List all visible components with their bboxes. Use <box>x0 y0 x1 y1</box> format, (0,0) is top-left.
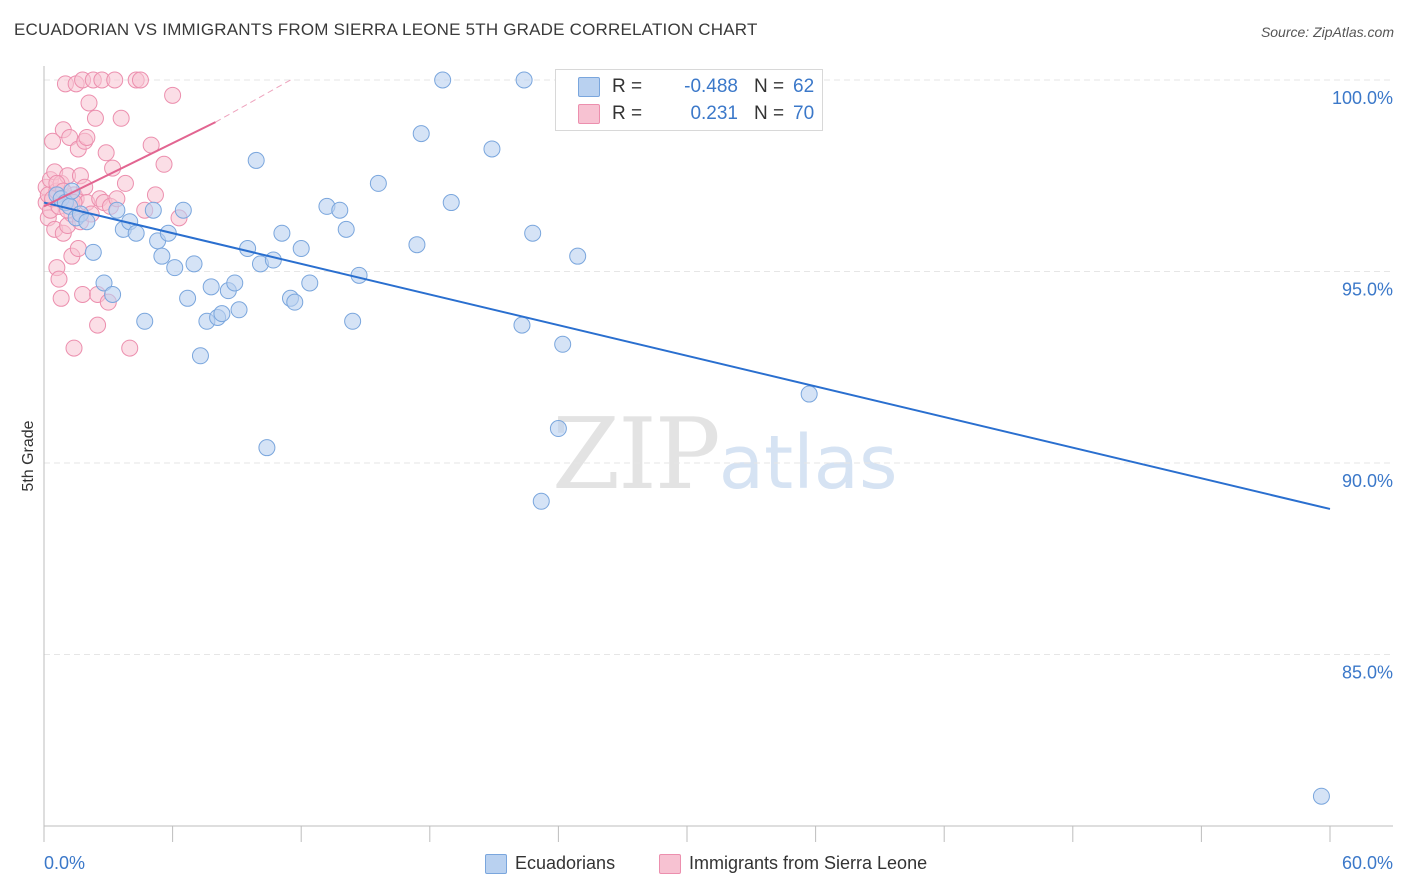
data-point-sierra-leone <box>116 174 134 192</box>
data-point-ecuadorians <box>136 312 154 330</box>
y-tick-label: 85.0% <box>1342 663 1393 683</box>
data-point-sierra-leone <box>97 144 115 162</box>
data-point-sierra-leone <box>86 109 104 127</box>
series-sierra-leone <box>37 71 188 357</box>
correlation-legend: R = -0.488 N = 62 R = 0.231 N = 70 <box>555 69 823 131</box>
chart-title: ECUADORIAN VS IMMIGRANTS FROM SIERRA LEO… <box>14 20 758 39</box>
legend-n-label: N = <box>754 103 785 124</box>
data-point-ecuadorians <box>104 285 122 303</box>
y-tick-label: 95.0% <box>1342 280 1393 300</box>
data-point-sierra-leone <box>146 186 164 204</box>
data-point-sierra-leone <box>80 94 98 112</box>
data-point-sierra-leone <box>131 71 149 89</box>
data-point-ecuadorians <box>84 243 102 261</box>
trend-line-sierra-leone <box>43 121 216 208</box>
data-point-ecuadorians <box>108 201 126 219</box>
data-point-ecuadorians <box>412 125 430 143</box>
data-point-ecuadorians <box>800 385 818 403</box>
data-point-ecuadorians <box>286 293 304 311</box>
data-point-ecuadorians <box>408 236 426 254</box>
data-point-ecuadorians <box>532 492 550 510</box>
data-point-ecuadorians <box>513 316 531 334</box>
y-tick-label: 90.0% <box>1342 471 1393 491</box>
data-point-sierra-leone <box>50 270 68 288</box>
data-point-ecuadorians <box>191 347 209 365</box>
data-point-sierra-leone <box>89 316 107 334</box>
data-point-sierra-leone <box>155 155 173 173</box>
trend-lines <box>43 79 1331 510</box>
data-point-ecuadorians <box>273 224 291 242</box>
data-point-ecuadorians <box>213 305 231 323</box>
data-point-ecuadorians <box>247 151 265 169</box>
data-point-ecuadorians <box>301 274 319 292</box>
data-point-ecuadorians <box>369 174 387 192</box>
data-point-ecuadorians <box>174 201 192 219</box>
data-point-sierra-leone <box>78 128 96 146</box>
data-point-ecuadorians <box>442 194 460 212</box>
data-point-ecuadorians <box>202 278 220 296</box>
data-point-ecuadorians <box>127 224 145 242</box>
data-point-ecuadorians <box>153 247 171 265</box>
axes <box>43 66 1393 842</box>
bottom-legend-swatch-blue <box>485 854 507 874</box>
data-point-ecuadorians <box>239 240 257 258</box>
legend-n-value: 70 <box>793 103 815 124</box>
data-point-ecuadorians <box>524 224 542 242</box>
series-ecuadorians <box>48 71 1330 805</box>
legend-swatch-pink <box>578 104 600 124</box>
bottom-legend-label: Ecuadorians <box>515 853 616 873</box>
legend-r-value: -0.488 <box>684 76 738 97</box>
data-point-sierra-leone <box>121 339 139 357</box>
data-point-sierra-leone <box>106 71 124 89</box>
data-point-ecuadorians <box>166 259 184 277</box>
data-point-sierra-leone <box>44 132 62 150</box>
tick-labels: 100.0% 95.0% 90.0% 85.0% 0.0% 60.0% <box>44 88 1393 873</box>
data-point-ecuadorians <box>179 289 197 307</box>
bottom-legend-swatch-pink <box>659 854 681 874</box>
data-point-sierra-leone <box>112 109 130 127</box>
data-point-ecuadorians <box>549 420 567 438</box>
x-tick-label: 60.0% <box>1342 853 1393 873</box>
data-point-ecuadorians <box>63 182 81 200</box>
data-point-ecuadorians <box>144 201 162 219</box>
data-point-ecuadorians <box>434 71 452 89</box>
x-tick-label: 0.0% <box>44 853 85 873</box>
legend-r-label: R = <box>612 76 643 97</box>
data-point-sierra-leone <box>65 339 83 357</box>
data-point-sierra-leone <box>69 240 87 258</box>
data-point-ecuadorians <box>331 201 349 219</box>
data-point-ecuadorians <box>185 255 203 273</box>
data-point-ecuadorians <box>483 140 501 158</box>
y-tick-label: 100.0% <box>1332 88 1393 108</box>
data-point-ecuadorians <box>230 301 248 319</box>
data-point-ecuadorians <box>344 312 362 330</box>
legend-n-value: 62 <box>793 76 815 97</box>
bottom-legend-label: Immigrants from Sierra Leone <box>689 853 928 873</box>
legend-r-value: 0.231 <box>690 103 738 124</box>
data-point-ecuadorians <box>569 247 587 265</box>
data-point-sierra-leone <box>52 289 70 307</box>
legend-r-label: R = <box>612 103 643 124</box>
data-point-ecuadorians <box>264 251 282 269</box>
source-label: Source: ZipAtlas.com <box>1260 24 1394 40</box>
data-point-ecuadorians <box>95 274 113 292</box>
data-point-ecuadorians <box>337 220 355 238</box>
data-point-ecuadorians <box>226 274 244 292</box>
data-point-ecuadorians <box>78 213 96 231</box>
trend-line-ecuadorians <box>43 201 1331 510</box>
watermark-zip: ZIP <box>552 398 721 512</box>
data-point-ecuadorians <box>554 335 572 353</box>
legend-swatch-blue <box>578 77 600 97</box>
trend-line-sierra-leone-extension <box>215 79 291 123</box>
grid-lines <box>44 79 1393 655</box>
data-point-ecuadorians <box>258 439 276 457</box>
data-point-ecuadorians <box>515 71 533 89</box>
data-point-sierra-leone <box>74 285 92 303</box>
data-point-ecuadorians <box>1312 787 1330 805</box>
data-point-ecuadorians <box>292 240 310 258</box>
data-point-sierra-leone <box>164 86 182 104</box>
legend-n-label: N = <box>754 76 785 97</box>
